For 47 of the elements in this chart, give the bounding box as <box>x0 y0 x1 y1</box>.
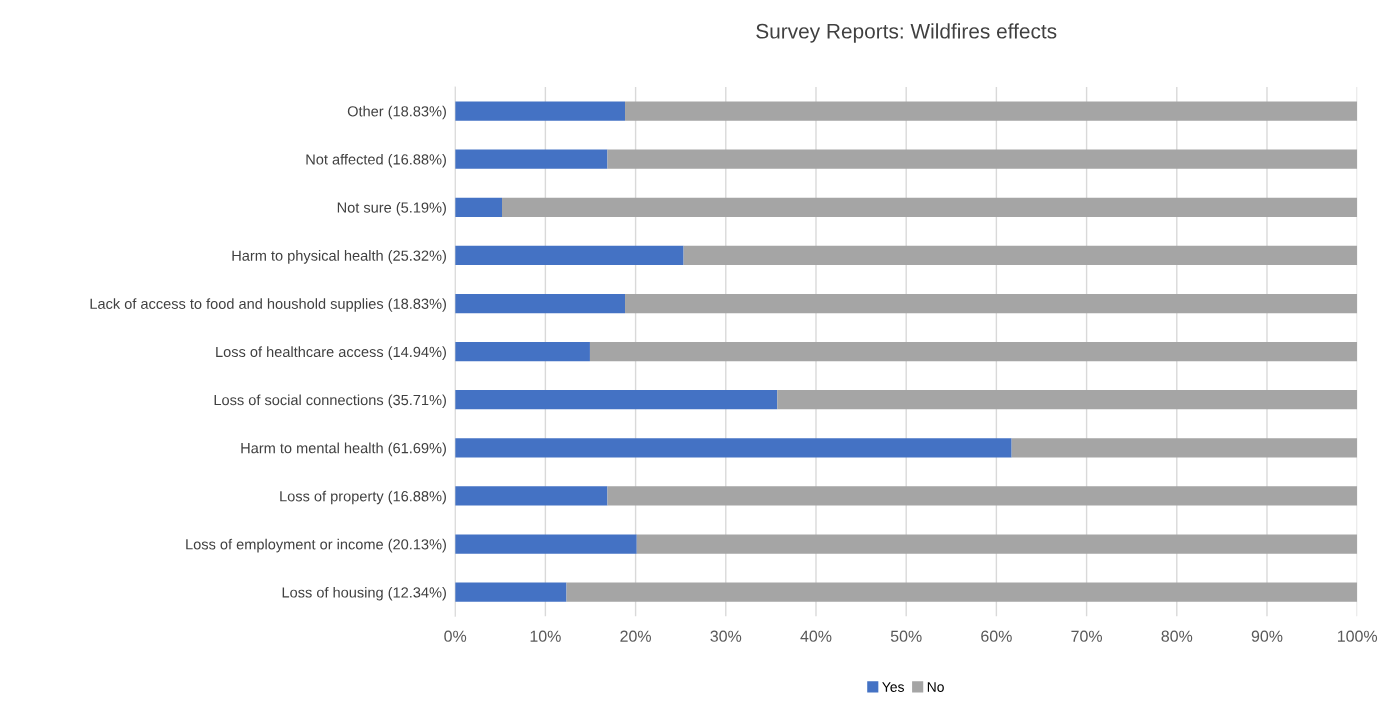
bar <box>455 197 502 217</box>
bar <box>607 486 1358 506</box>
bar <box>607 149 1358 169</box>
bar <box>455 101 626 121</box>
x-tick-label: 10% <box>530 630 561 642</box>
y-tick-label: Not affected (16.88%) <box>306 153 446 168</box>
bar <box>455 293 626 314</box>
bar <box>625 293 1358 314</box>
bar <box>455 245 684 266</box>
bar <box>566 582 1358 602</box>
bar <box>455 342 590 362</box>
legend-label: Yes <box>882 682 904 692</box>
y-tick-label: Lack of access to food and houshold supplies (18.83%) <box>90 298 446 312</box>
x-tick-label: 60% <box>981 630 1012 642</box>
x-tick-label: 50% <box>890 630 922 642</box>
x-tick-label: 20% <box>620 630 651 642</box>
y-tick-label: Loss of employment or income (20.13%) <box>186 538 446 553</box>
bar <box>455 534 637 554</box>
bar <box>683 245 1358 266</box>
bar <box>636 534 1358 554</box>
bar <box>455 438 1012 458</box>
x-tick-label: 40% <box>800 630 832 642</box>
bar <box>455 582 567 602</box>
x-tick-label: 80% <box>1161 630 1193 642</box>
chart-title: Survey Reports: Wildfires effects <box>756 23 1057 43</box>
x-tick-label: 100% <box>1337 630 1378 642</box>
x-tick-label: 90% <box>1251 630 1283 642</box>
bar <box>589 342 1358 362</box>
x-tick-label: 0% <box>444 630 467 642</box>
y-tick-label: Not sure (5.19%) <box>337 202 446 216</box>
y-tick-label: Loss of property (16.88%) <box>280 490 446 505</box>
bar <box>455 390 778 410</box>
bar <box>625 101 1358 121</box>
y-tick-label: Loss of housing (12.34%) <box>282 586 446 601</box>
bar <box>455 149 608 169</box>
x-tick-label: 70% <box>1071 630 1103 642</box>
bar <box>777 390 1358 410</box>
y-tick-label: Harm to mental health (61.69%) <box>241 442 446 457</box>
y-tick-label: Loss of social connections (35.71%) <box>214 394 446 409</box>
y-tick-label: Other (18.83%) <box>347 105 446 120</box>
x-tick-label: 30% <box>710 630 742 642</box>
bar <box>1011 438 1358 458</box>
bar <box>502 197 1358 217</box>
legend-label: No <box>927 682 944 692</box>
y-tick-label: Loss of healthcare access (14.94%) <box>216 346 446 360</box>
y-tick-label: Harm to physical health (25.32%) <box>232 250 446 264</box>
bar <box>455 486 608 506</box>
